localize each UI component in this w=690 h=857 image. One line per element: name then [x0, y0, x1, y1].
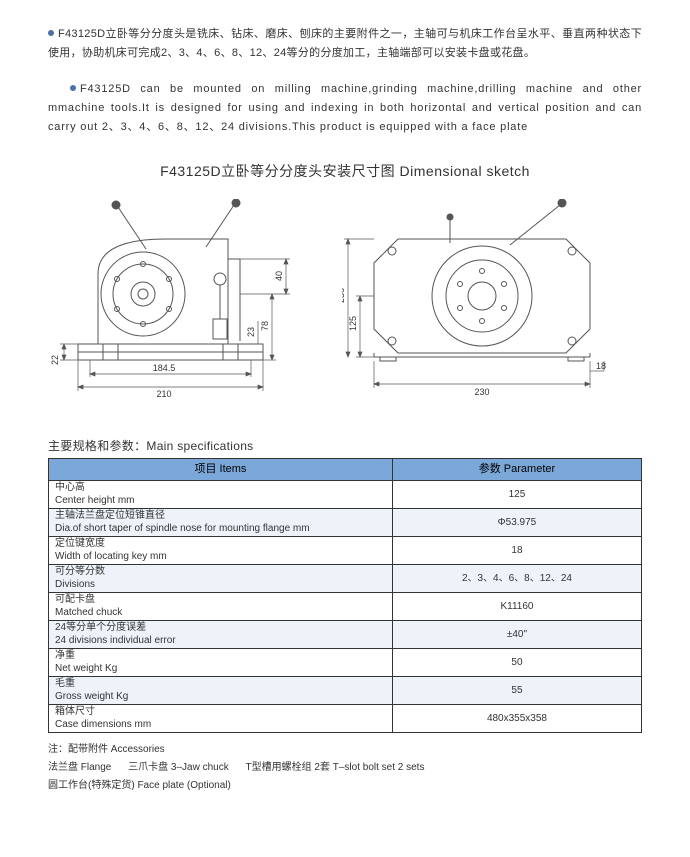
notes-line1: 注：配带附件 Accessories [48, 741, 642, 758]
spec-title: 主要规格和参数：Main specifications [48, 437, 642, 454]
dim-236: 236 [342, 288, 346, 303]
dim-230: 230 [474, 387, 489, 397]
row-label: 净重Net weight Kg [49, 649, 393, 677]
th-items: 项目 Items [49, 459, 393, 481]
th-param: 参数 Parameter [392, 459, 641, 481]
row-param: 55 [392, 677, 641, 705]
notes-line2: 法兰盘 Flange 三爪卡盘 3–Jaw chuck T型槽用螺栓组 2套 T… [48, 759, 642, 776]
para2-text: F43125D can be mounted on milling machin… [48, 83, 642, 134]
dim-210: 210 [156, 389, 171, 399]
row-label: 中心高Center height mm [49, 481, 393, 509]
row-label: 可分等分数Divisions [49, 565, 393, 593]
table-row: 可分等分数Divisions2、3、4、6、8、12、24 [49, 565, 642, 593]
row-param: Φ53.975 [392, 509, 641, 537]
drawing-title: F43125D立卧等分分度头安装尺寸图 Dimensional sketch [48, 161, 642, 181]
row-param: 480x355x358 [392, 705, 641, 733]
row-label: 可配卡盘Matched chuck [49, 593, 393, 621]
row-label: 定位键宽度Width of locating key mm [49, 537, 393, 565]
para1-text: F43125D立卧等分分度头是铣床、钻床、磨床、刨床的主要附件之一，主轴可与机床… [48, 28, 642, 59]
row-label: 主轴法兰盘定位短锥直径Dia.of short taper of spindle… [49, 509, 393, 537]
row-label: 箱体尺寸Case dimensions mm [49, 705, 393, 733]
dim-40: 40 [274, 271, 284, 281]
drawing-area: 210 184.5 22 78 23 40 [48, 199, 642, 409]
notes-block: 注：配带附件 Accessories 法兰盘 Flange 三爪卡盘 3–Jaw… [48, 741, 642, 794]
table-row: 箱体尺寸Case dimensions mm480x355x358 [49, 705, 642, 733]
notes-line3: 圆工作台(特殊定货) Face plate (Optional) [48, 777, 642, 794]
table-row: 主轴法兰盘定位短锥直径Dia.of short taper of spindle… [49, 509, 642, 537]
table-row: 净重Net weight Kg50 [49, 649, 642, 677]
spec-table: 项目 Items 参数 Parameter 中心高Center height m… [48, 458, 642, 733]
row-param: ±40" [392, 621, 641, 649]
note-seg: 三爪卡盘 3–Jaw chuck [128, 759, 229, 776]
row-param: 2、3、4、6、8、12、24 [392, 565, 641, 593]
row-label: 24等分单个分度误差24 divisions individual error [49, 621, 393, 649]
note-seg: 法兰盘 Flange [48, 759, 111, 776]
table-row: 毛重Gross weight Kg55 [49, 677, 642, 705]
dim-184-5: 184.5 [153, 363, 176, 373]
dim-78: 78 [260, 321, 270, 331]
row-param: 50 [392, 649, 641, 677]
row-label: 毛重Gross weight Kg [49, 677, 393, 705]
dim-18: 18 [596, 361, 606, 371]
row-param: K11160 [392, 593, 641, 621]
drawing-right: 230 18 125 236 [342, 199, 642, 409]
paragraph-cn: F43125D立卧等分分度头是铣床、钻床、磨床、刨床的主要附件之一，主轴可与机床… [48, 25, 642, 64]
dim-23: 23 [246, 327, 256, 337]
dim-125: 125 [348, 316, 358, 331]
dim-22: 22 [50, 355, 60, 365]
drawing-left: 210 184.5 22 78 23 40 [48, 199, 318, 409]
paragraph-en: F43125D can be mounted on milling machin… [48, 80, 642, 138]
row-param: 18 [392, 537, 641, 565]
table-row: 中心高Center height mm125 [49, 481, 642, 509]
bullet-icon [70, 85, 76, 91]
row-param: 125 [392, 481, 641, 509]
table-row: 24等分单个分度误差24 divisions individual error±… [49, 621, 642, 649]
table-row: 可配卡盘Matched chuckK11160 [49, 593, 642, 621]
table-row: 定位键宽度Width of locating key mm18 [49, 537, 642, 565]
note-seg: T型槽用螺栓组 2套 T–slot bolt set 2 sets [246, 759, 425, 776]
bullet-icon [48, 30, 54, 36]
